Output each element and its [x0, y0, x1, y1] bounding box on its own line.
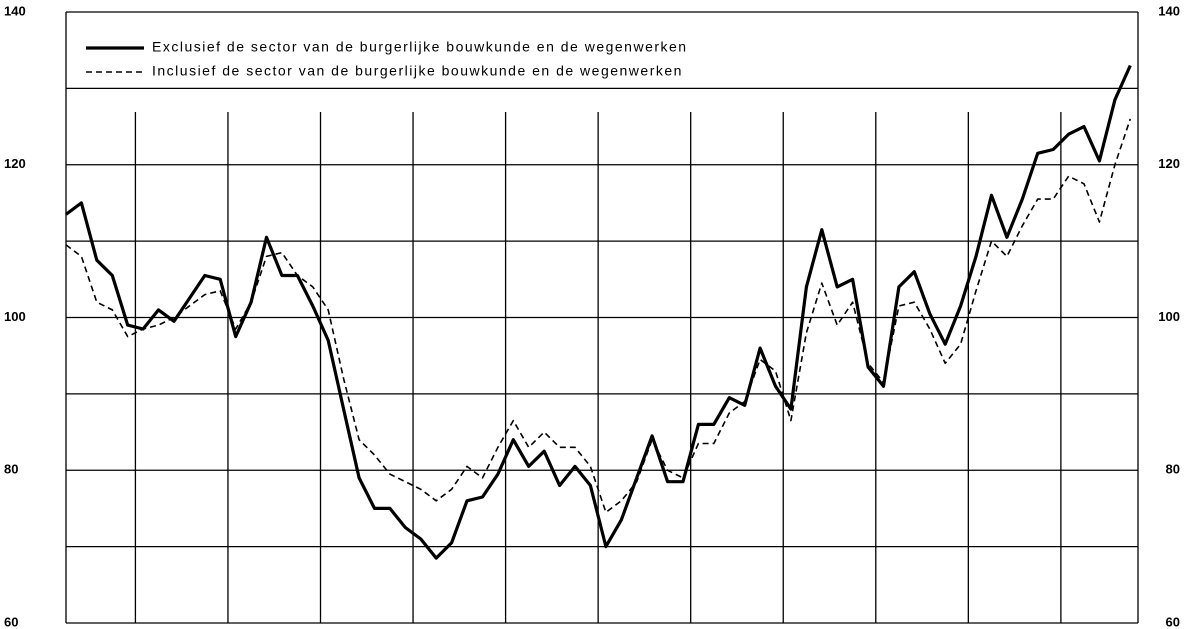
legend-label: Exclusief de sector van de burgerlijke b…: [152, 39, 688, 55]
y2-tick-label: 100: [1158, 309, 1180, 324]
y2-tick-label: 120: [1158, 156, 1180, 171]
y2-tick-label: 80: [1166, 462, 1180, 477]
series-line: [65, 64, 1132, 560]
y-tick-label: 80: [4, 462, 18, 477]
y-tick-label: 140: [4, 3, 26, 18]
y-tick-label: 60: [4, 614, 18, 629]
legend-label: Inclusief de sector van de burgerlijke b…: [152, 63, 683, 79]
series-line: [65, 118, 1132, 514]
y-tick-label: 120: [4, 156, 26, 171]
y2-tick-label: 140: [1158, 3, 1180, 18]
y2-tick-label: 60: [1166, 614, 1180, 629]
legend-box: [76, 28, 796, 86]
y-tick-label: 100: [4, 309, 26, 324]
legend: Exclusief de sector van de burgerlijke b…: [76, 28, 796, 86]
